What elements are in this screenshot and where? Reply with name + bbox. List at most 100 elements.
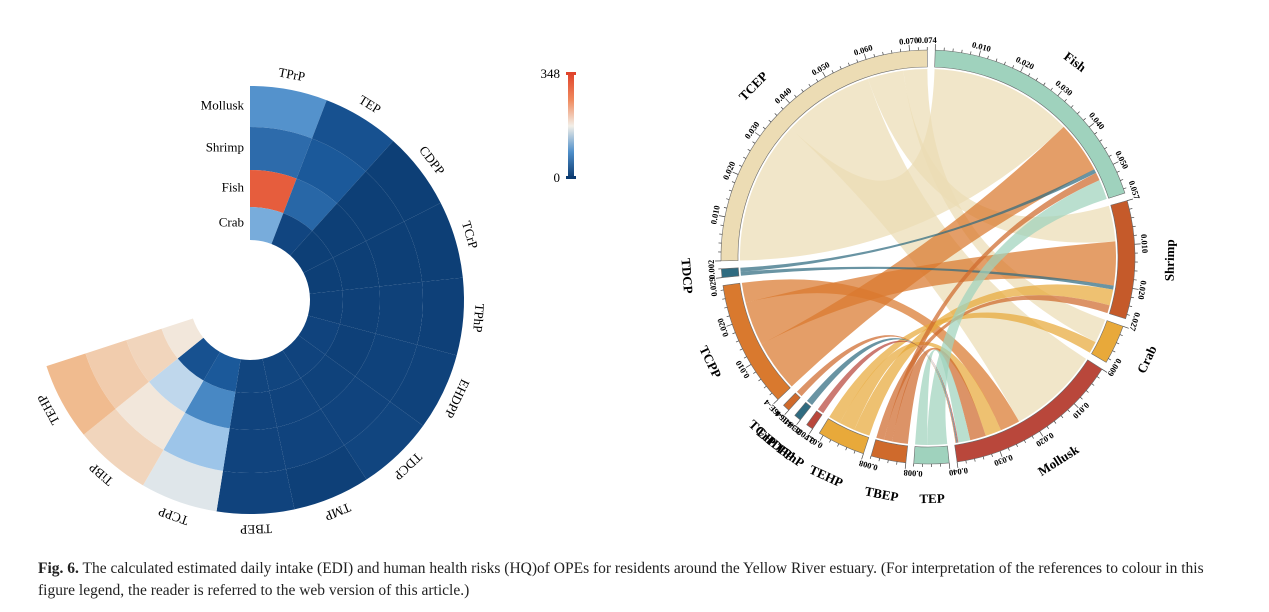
- heatmap-cell-fish-cdpp: [312, 203, 366, 258]
- colorbar-min-cap: [566, 176, 576, 179]
- chord-link-tbep-mollusk: [891, 347, 986, 444]
- heatmap-cell-crab-tdcp: [282, 335, 326, 378]
- chord-ticks-shrimp: 0.010 0.020 0.027: [1126, 198, 1150, 333]
- chord-tick: [1127, 198, 1134, 201]
- chord-tick: [796, 419, 801, 425]
- chord-tick-label-tcep: 0.070: [899, 35, 919, 47]
- heatmap-cell-fish-tehp: [126, 328, 178, 382]
- chord-tick-label-tcpp: 0.010: [733, 359, 751, 381]
- chord-tick: [1004, 61, 1006, 65]
- heatmap-column-label-tbep: TBEP: [240, 522, 272, 538]
- chord-tick: [853, 450, 856, 454]
- caption-text: The calculated estimated daily intake (E…: [38, 560, 1204, 599]
- chord-links: [740, 69, 1116, 445]
- chord-tick: [743, 156, 747, 159]
- heatmap-cell-mollusk-tmp: [285, 445, 367, 510]
- chord-tick: [1129, 305, 1133, 307]
- chord-tick: [769, 392, 773, 396]
- heatmap-cell-shrimp-tehp: [85, 340, 149, 409]
- chord-tick: [970, 51, 972, 55]
- chord-tick: [837, 443, 840, 447]
- chord-tick: [1108, 358, 1112, 361]
- chord-tick: [822, 71, 826, 78]
- chord-sector-tphp: [806, 410, 823, 430]
- heatmap-cell-crab-cdpp: [290, 230, 333, 273]
- chord-tick: [763, 385, 767, 389]
- chord-tick: [1101, 368, 1108, 373]
- chord-tick: [752, 141, 756, 144]
- chord-end-label-shrimp: 0.027: [1127, 311, 1142, 333]
- chord-tick: [1028, 73, 1031, 77]
- heatmap-column-label-tep: TEP: [356, 92, 384, 117]
- chord-tick: [785, 98, 790, 104]
- chord-tick: [718, 215, 726, 218]
- chord-tick: [1083, 118, 1086, 121]
- heatmap-cell-shrimp-tprp: [250, 127, 312, 179]
- chord-tick: [1094, 132, 1098, 135]
- chord-end-label-tbep: 0.008: [858, 458, 879, 473]
- chord-tick: [1016, 444, 1018, 448]
- chord-tick: [1123, 187, 1127, 190]
- chord-diagram: 0.0100.0200.0300.0400.0500.057Fish0.0100…: [678, 35, 1177, 506]
- chord-tick: [1104, 146, 1108, 150]
- chord-tick: [768, 119, 772, 123]
- chord-tick-label-tcep: 0.010: [708, 204, 722, 225]
- heatmap-cell-crab-tep: [271, 213, 313, 256]
- chord-tick: [869, 455, 872, 459]
- chord-tick: [878, 458, 880, 462]
- heatmap-cell-shrimp-tphp: [375, 281, 423, 345]
- heatmap-cell-shrimp-cdpp: [336, 171, 405, 241]
- chord-sector-tcpp: [722, 282, 791, 401]
- chord-sector-name-shrimp: Shrimp: [1162, 239, 1178, 281]
- heatmap-cell-fish-tcpp: [185, 380, 236, 429]
- heatmap-cell-shrimp-tibp: [115, 381, 185, 450]
- chord-link-ehdpp-mollusk: [806, 338, 958, 443]
- chord-tick: [882, 51, 884, 55]
- chord-tick: [1035, 77, 1038, 81]
- chord-tick: [1067, 409, 1071, 413]
- heatmap-column-label-tphp: TPhP: [470, 303, 487, 333]
- colorbar-max-label: 348: [541, 66, 561, 81]
- chord-end-label-crab: 0.009: [1106, 357, 1124, 379]
- heatmap-row-label-shrimp: Shrimp: [206, 139, 244, 154]
- chord-tick: [774, 113, 778, 116]
- chord-tick: [974, 458, 976, 462]
- chord-sector-tcep: [720, 49, 928, 262]
- chord-tick: [801, 89, 804, 92]
- chord-sector-name-tehp: TEHP: [807, 462, 845, 491]
- heatmap-cell-crab-tbep: [235, 358, 270, 393]
- chord-tick: [887, 460, 889, 464]
- chord-tick: [978, 50, 981, 57]
- chord-tick: [1073, 403, 1079, 409]
- heatmap-cell-fish-tphp: [339, 286, 380, 334]
- chord-tick: [1060, 415, 1064, 419]
- chord-tick: [732, 171, 739, 175]
- heatmap-cell-fish-ehdpp: [325, 324, 376, 377]
- chord-sector-name-tcpp: TCPP: [696, 343, 724, 380]
- chord-sector-tep: [913, 445, 950, 465]
- heatmap-cell-shrimp-tbep: [222, 427, 286, 473]
- chord-link-tcep-crab: [903, 69, 1106, 343]
- chord-link-tehp-shrimp: [854, 284, 1114, 436]
- chord-tick: [724, 306, 728, 309]
- chord-tick: [735, 340, 739, 343]
- heatmap-cell-crab-tcrp: [303, 257, 343, 294]
- figure-caption: Fig. 6. The calculated estimated daily i…: [38, 558, 1238, 602]
- chord-tick: [1116, 342, 1120, 345]
- heatmap-cell-mollusk-cdpp: [365, 140, 441, 222]
- heatmap-cell-mollusk-ehdpp: [389, 344, 457, 426]
- chord-tick-label-tcep: 0.060: [853, 42, 874, 57]
- chord-end-label-tcep: 0.074: [918, 35, 938, 45]
- chord-tick: [999, 450, 1003, 457]
- chord-tick: [726, 315, 730, 318]
- heatmap-column-label-tprp: TPrP: [277, 65, 306, 85]
- chord-end-label-fish: 0.057: [1127, 179, 1143, 201]
- heatmap-column-label-tcpp: TCPP: [156, 504, 190, 529]
- chord-tick-label-fish: 0.010: [971, 39, 992, 53]
- chord-tick: [1126, 314, 1130, 316]
- chord-tick: [739, 164, 743, 167]
- chord-tick-label-fish: 0.050: [1113, 149, 1131, 171]
- chord-tick: [1012, 65, 1015, 69]
- chord-link-tdcp-shrimp: [740, 266, 1114, 290]
- chord-tick: [861, 453, 864, 460]
